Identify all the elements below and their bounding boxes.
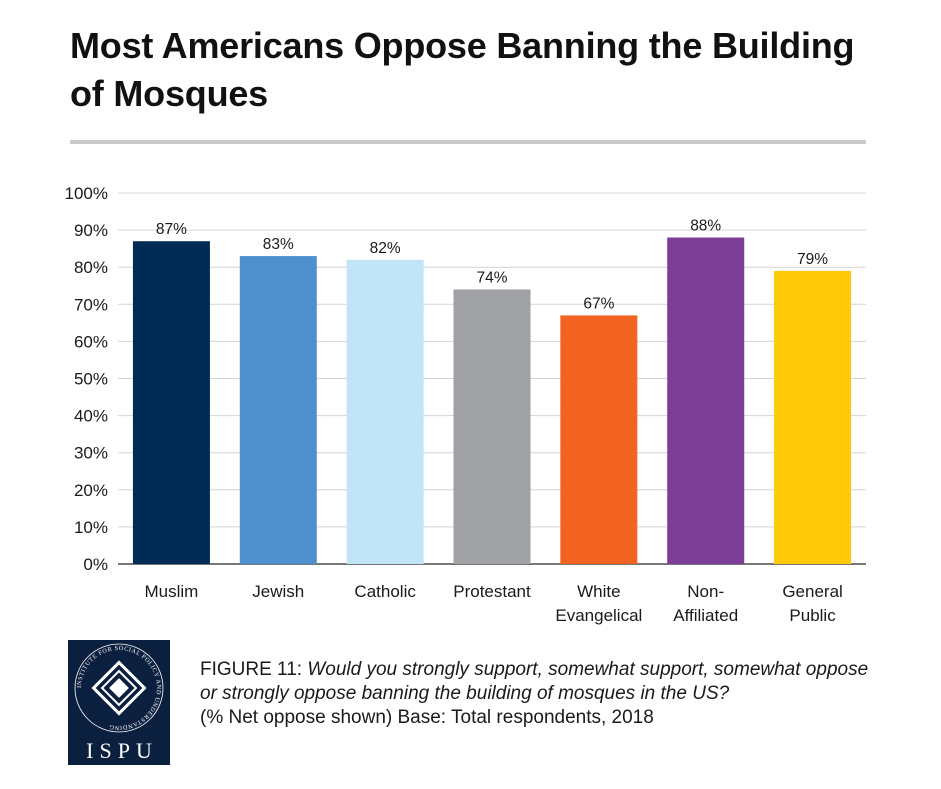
bar bbox=[667, 237, 745, 564]
category-label: General Public bbox=[782, 582, 842, 625]
y-tick-label: 70% bbox=[74, 295, 108, 314]
bar bbox=[774, 270, 852, 564]
bar-value-label: 88% bbox=[690, 218, 721, 235]
bar-value-label: 79% bbox=[797, 251, 828, 268]
y-tick-label: 80% bbox=[74, 258, 108, 277]
bar-chart: 0% 10% 20% 30% 40% 50% 60% 70% 80% 90% 100% 87% 83%… bbox=[65, 184, 866, 625]
ispu-logo: INSTITUTE FOR SOCIAL POLICY AND UNDERSTA… bbox=[68, 640, 170, 765]
y-tick-label: 0% bbox=[83, 555, 108, 574]
category-label: White Evangelical bbox=[555, 582, 642, 625]
y-axis-ticks: 0% 10% 20% 30% 40% 50% 60% 70% 80% 90% 100% bbox=[65, 184, 108, 574]
bar bbox=[239, 256, 317, 564]
bar-value-label: 87% bbox=[156, 221, 187, 238]
figure-note: (% Net oppose shown) Base: Total respond… bbox=[200, 707, 654, 728]
bars bbox=[132, 237, 852, 565]
bar bbox=[453, 289, 531, 564]
title-divider bbox=[70, 140, 866, 144]
y-tick-label: 30% bbox=[74, 444, 108, 463]
y-tick-label: 20% bbox=[74, 481, 108, 500]
bar bbox=[346, 259, 424, 564]
bar-value-label: 83% bbox=[263, 236, 294, 253]
figure-label: FIGURE 11 bbox=[200, 659, 297, 680]
x-axis-categories: Muslim Jewish Catholic Protestant White Evang… bbox=[145, 582, 843, 625]
bar bbox=[560, 315, 638, 564]
y-tick-label: 60% bbox=[74, 332, 108, 351]
bar-value-label: 74% bbox=[476, 269, 507, 286]
y-tick-label: 40% bbox=[74, 407, 108, 426]
y-tick-label: 100% bbox=[65, 184, 108, 203]
value-labels: 87% 83% 82% 74% 67% 88% 79% bbox=[156, 218, 828, 313]
bar-value-label: 67% bbox=[583, 295, 614, 312]
category-label: Jewish bbox=[252, 582, 304, 601]
bar bbox=[132, 241, 210, 565]
logo-wordmark: ISPU bbox=[86, 737, 158, 763]
bar-value-label: 82% bbox=[370, 240, 401, 257]
y-tick-label: 10% bbox=[74, 518, 108, 537]
figure-question: Would you strongly support, somewhat sup… bbox=[200, 659, 869, 704]
y-tick-label: 50% bbox=[74, 370, 108, 389]
y-tick-label: 90% bbox=[74, 221, 108, 240]
category-label: Muslim bbox=[145, 582, 199, 601]
category-label: Non-Affiliated bbox=[673, 582, 738, 625]
page-title: Most Americans Oppose Banning the Buildi… bbox=[70, 25, 855, 114]
category-label: Catholic bbox=[354, 582, 416, 601]
figure-caption: FIGURE 11: Would you strongly support, s… bbox=[200, 659, 869, 728]
category-label: Protestant bbox=[453, 582, 531, 601]
